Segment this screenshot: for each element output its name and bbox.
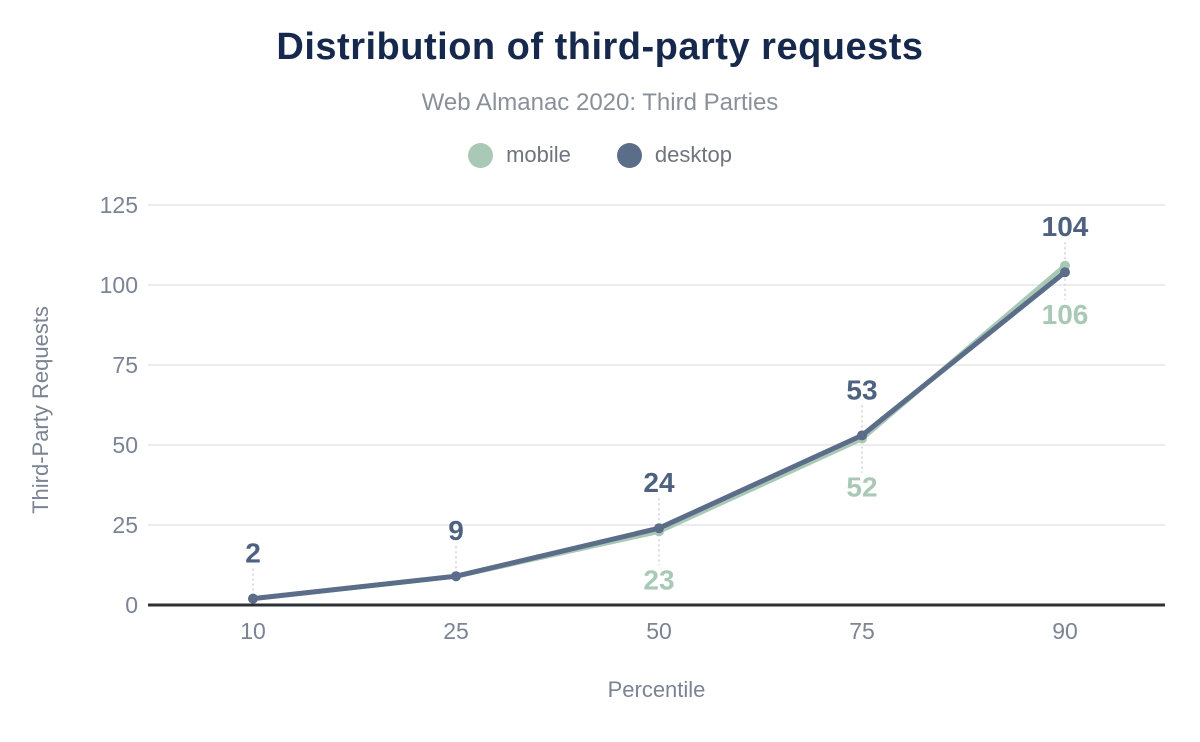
y-tick-label-25: 25 <box>112 512 138 538</box>
y-tick-label-50: 50 <box>112 432 138 458</box>
desktop-series-dot-icon <box>616 142 642 168</box>
chart-title: Distribution of third-party requests <box>276 26 924 68</box>
x-tick-label-25: 25 <box>443 618 469 644</box>
x-tick-label-75: 75 <box>849 618 875 644</box>
desktop-data-label-p75: 53 <box>846 374 877 405</box>
mobile-data-label-p75: 52 <box>846 472 877 503</box>
y-tick-label-125: 125 <box>100 192 138 218</box>
y-tick-label-100: 100 <box>100 272 138 298</box>
x-tick-label-10: 10 <box>240 618 266 644</box>
desktop-data-label-p10: 2 <box>245 538 261 569</box>
legend-item-mobile: mobile <box>468 142 571 168</box>
y-tick-label-75: 75 <box>112 352 138 378</box>
desktop-point-p50 <box>654 523 664 534</box>
chart-legend: mobile desktop <box>0 142 1200 168</box>
desktop-point-p75 <box>857 430 867 441</box>
desktop-data-label-p90: 104 <box>1042 211 1089 242</box>
x-tick-label-50: 50 <box>646 618 672 644</box>
line-chart-plot-area: 0 25 50 75 100 125 10 25 50 75 90 Third-Party Reque… <box>28 192 1165 702</box>
x-tick-label-90: 90 <box>1052 618 1078 644</box>
mobile-data-label-p90: 106 <box>1042 299 1089 330</box>
chart-subtitle: Web Almanac 2020: Third Parties <box>421 89 779 116</box>
mobile-data-label-p50: 23 <box>643 564 674 595</box>
desktop-point-p90 <box>1060 267 1070 278</box>
mobile-line <box>250 263 1068 602</box>
desktop-point-p10 <box>248 593 258 604</box>
legend-label-desktop: desktop <box>654 142 732 167</box>
y-tick-label-0: 0 <box>125 592 138 618</box>
mobile-series-dot-icon <box>468 142 494 168</box>
desktop-data-label-p50: 24 <box>643 467 675 498</box>
legend-label-mobile: mobile <box>506 142 571 167</box>
x-axis-title: Percentile <box>608 677 706 702</box>
desktop-data-label-p25: 9 <box>448 515 464 546</box>
desktop-point-p25 <box>451 571 461 582</box>
legend-item-desktop: desktop <box>616 142 732 168</box>
y-axis-title: Third-Party Requests <box>28 306 53 514</box>
